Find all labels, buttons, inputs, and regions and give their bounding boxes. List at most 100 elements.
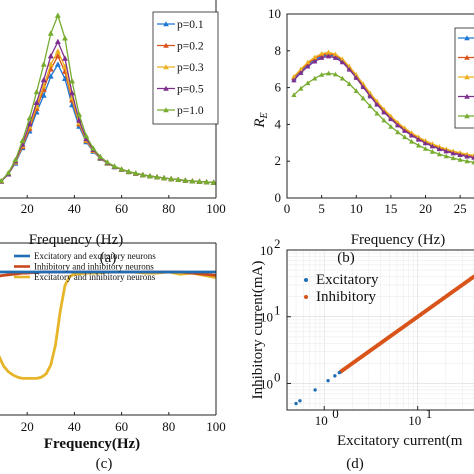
data-point-b xyxy=(291,77,297,83)
data-point-b xyxy=(353,75,359,80)
y-tick-label-b: 10 xyxy=(268,6,281,21)
x-axis-label-a: Frequency (Hz) xyxy=(29,232,124,248)
legend-label-a: p=0.1 xyxy=(177,19,204,31)
data-point-a xyxy=(69,77,76,84)
y-tick-exp-d: 1 xyxy=(274,303,281,318)
data-point-b xyxy=(409,130,415,135)
data-point-b xyxy=(339,75,346,81)
data-point-b xyxy=(298,85,304,91)
legend-label-a: p=1.0 xyxy=(177,105,204,117)
data-point-b xyxy=(471,155,474,160)
legend-marker-a xyxy=(163,21,169,27)
x-tick-label-c: 80 xyxy=(162,419,175,434)
legend-marker-b xyxy=(464,54,470,60)
x-tick-label-b: 15 xyxy=(384,201,397,216)
data-point-a xyxy=(104,159,111,165)
series-line-b-1 xyxy=(293,54,474,158)
data-point-b xyxy=(346,66,352,72)
data-point-b xyxy=(457,157,463,162)
x-tick-label-b: 0 xyxy=(284,201,291,216)
data-point-b xyxy=(367,103,373,109)
data-point-b xyxy=(388,124,394,129)
y-tick-exp-d: 2 xyxy=(274,236,281,251)
data-point-b xyxy=(409,132,415,138)
axes-frame-d xyxy=(286,249,474,411)
y-tick-label-b: 8 xyxy=(275,43,282,58)
data-point-a xyxy=(61,55,68,61)
legend-label-d: Inhibitory xyxy=(316,289,376,305)
legend-label-c: Excitatory and inhibitory neurons xyxy=(34,272,156,282)
legend-label-a: p=0.2 xyxy=(177,41,204,53)
data-point-a xyxy=(40,61,47,67)
data-point-excitatory xyxy=(337,370,341,375)
data-point-a xyxy=(203,178,210,185)
data-point-a xyxy=(175,176,182,182)
panel-label-b: (b) xyxy=(337,250,355,266)
y-axis-label-b: RE xyxy=(252,112,270,128)
x-tick-label-a: 60 xyxy=(115,201,128,216)
data-point-b xyxy=(429,143,436,149)
plot-area-c xyxy=(0,270,216,380)
data-point-a xyxy=(139,171,146,178)
data-point-a xyxy=(47,30,54,36)
data-point-a xyxy=(76,111,83,117)
data-point-a xyxy=(54,52,61,59)
data-point-b xyxy=(464,158,470,164)
data-point-b xyxy=(422,138,429,143)
data-point-a xyxy=(5,169,12,176)
data-point-b xyxy=(325,49,332,55)
series-line-b-2 xyxy=(293,52,474,157)
data-point-b xyxy=(450,155,456,161)
data-point-excitatory xyxy=(326,378,330,383)
legend-marker-b xyxy=(464,74,470,80)
data-point-b xyxy=(381,109,387,115)
data-point-a xyxy=(196,178,203,184)
data-point-b xyxy=(346,81,352,86)
data-point-b xyxy=(436,144,442,149)
data-point-a xyxy=(153,173,161,180)
x-tick-label-a: 80 xyxy=(162,201,175,216)
x-tick-label-c: 20 xyxy=(21,419,34,434)
axes-frame-b xyxy=(286,13,474,199)
data-point-b xyxy=(312,75,318,81)
data-point-a xyxy=(33,99,40,105)
data-point-a xyxy=(90,145,97,151)
data-point-b xyxy=(312,58,318,64)
data-point-b xyxy=(319,50,325,56)
legend-label-c: Excitatory and excitatory neurons xyxy=(34,251,156,261)
legend-label-a: p=0.5 xyxy=(177,84,204,96)
data-point-a xyxy=(33,88,40,95)
data-point-b xyxy=(415,142,422,148)
data-point-a xyxy=(125,168,132,174)
legend-marker-b xyxy=(464,113,470,119)
x-tick-label-a: 40 xyxy=(68,201,81,216)
grid-d xyxy=(287,250,474,410)
y-axis-label-sub-b: E xyxy=(259,112,270,119)
data-point-a xyxy=(40,76,47,83)
panel-label-d: (d) xyxy=(346,456,364,472)
data-point-b xyxy=(436,146,442,152)
data-point-b xyxy=(332,71,339,77)
y-tick-label-d: 10 xyxy=(260,376,273,391)
data-point-b xyxy=(360,84,366,90)
series-line-a-5 xyxy=(0,13,214,184)
legend-a xyxy=(152,11,219,125)
data-point-b xyxy=(298,66,304,72)
data-point-excitatory xyxy=(333,374,337,378)
data-point-a xyxy=(132,170,139,176)
panel-a: 20 40 60 80 100 Frequency (Hz) p=0.1 p=0.2 p=0.3… xyxy=(0,0,226,248)
data-point-a xyxy=(47,61,54,67)
data-point-b xyxy=(367,93,373,99)
data-point-b xyxy=(457,152,463,158)
x-tick-label-d: 10 xyxy=(315,413,328,428)
legend-marker-a xyxy=(163,85,169,91)
legend-b xyxy=(454,27,474,129)
panel-label-c: (c) xyxy=(96,456,113,472)
x-tick-exp-d: 0 xyxy=(332,406,339,421)
data-point-b xyxy=(325,53,332,59)
data-point-excitatory xyxy=(294,401,298,406)
data-point-a xyxy=(54,48,61,54)
x-tick-label-b: 25 xyxy=(454,201,467,216)
data-point-b xyxy=(374,101,380,107)
